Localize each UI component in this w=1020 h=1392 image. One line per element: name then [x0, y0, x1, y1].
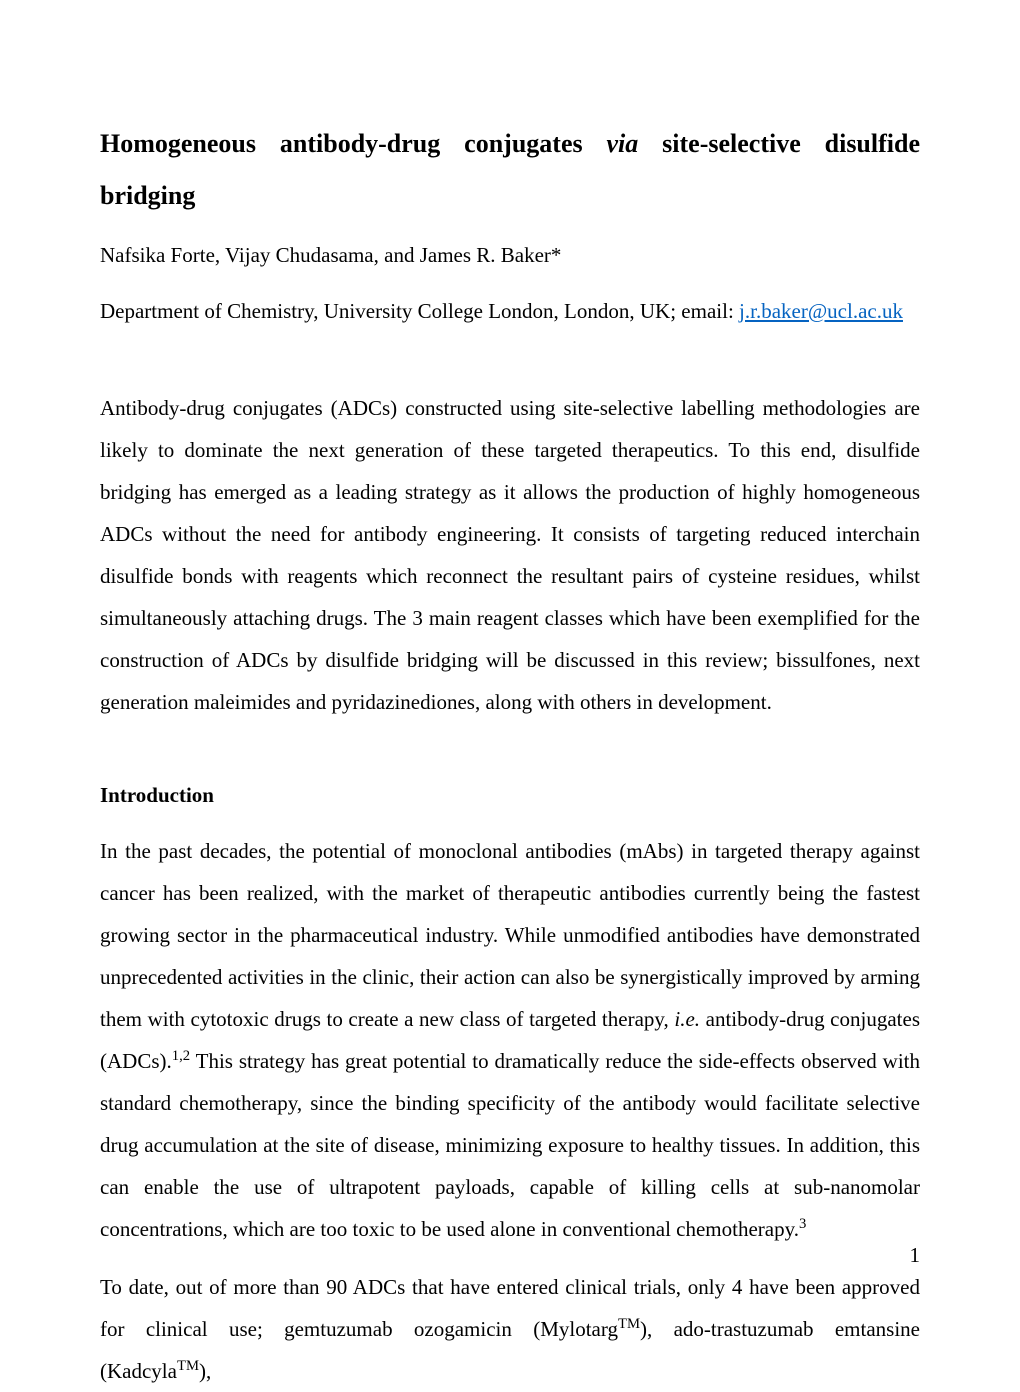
title-pre: Homogeneous antibody-drug conjugates: [100, 129, 607, 158]
citation-sup-1-2: 1,2: [172, 1048, 190, 1064]
page-container: Homogeneous antibody-drug conjugates via…: [0, 0, 1020, 1320]
affiliation-line: Department of Chemistry, University Coll…: [100, 296, 920, 328]
paper-title: Homogeneous antibody-drug conjugates via…: [100, 118, 920, 222]
section-heading-introduction: Introduction: [100, 783, 920, 808]
intro-p1-seg3: This strategy has great potential to dra…: [100, 1049, 920, 1241]
authors-line: Nafsika Forte, Vijay Chudasama, and Jame…: [100, 240, 920, 272]
intro-paragraph-2: To date, out of more than 90 ADCs that h…: [100, 1266, 920, 1392]
abstract-paragraph: Antibody-drug conjugates (ADCs) construc…: [100, 387, 920, 723]
trademark-sup-1: TM: [618, 1316, 640, 1332]
intro-p1-ie-italic: i.e.: [674, 1007, 700, 1031]
corresponding-email-link[interactable]: j.r.baker@ucl.ac.uk: [739, 299, 903, 323]
intro-paragraph-1: In the past decades, the potential of mo…: [100, 830, 920, 1250]
intro-p1-seg1: In the past decades, the potential of mo…: [100, 839, 920, 1031]
affiliation-prefix: Department of Chemistry, University Coll…: [100, 299, 739, 323]
page-number: 1: [910, 1243, 921, 1268]
trademark-sup-2: TM: [177, 1358, 199, 1374]
citation-sup-3: 3: [799, 1216, 806, 1232]
title-via-italic: via: [607, 129, 639, 158]
intro-p2-seg3: ),: [199, 1359, 211, 1383]
